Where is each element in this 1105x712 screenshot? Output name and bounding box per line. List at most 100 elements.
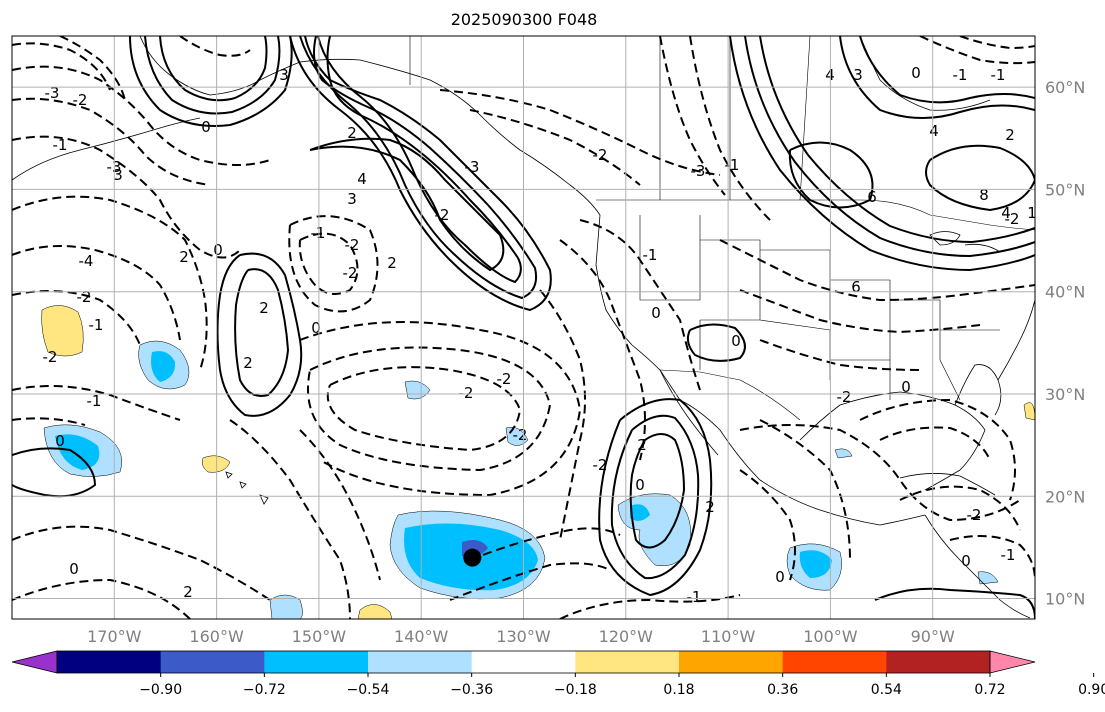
aleutians bbox=[12, 117, 201, 181]
storm-center-marker bbox=[463, 548, 482, 567]
bering-ridge-2 bbox=[144, 36, 281, 115]
subtropical-trough-1 bbox=[12, 385, 181, 421]
contour-label: -2 bbox=[459, 384, 474, 402]
fill-yellow-3 bbox=[357, 604, 393, 619]
east-coast bbox=[997, 299, 1035, 381]
fill-yellow-1 bbox=[41, 305, 84, 357]
east-pacific-cyclone-1 bbox=[598, 398, 713, 597]
contour-label: -2 bbox=[593, 146, 608, 164]
gulf-trough-2 bbox=[859, 398, 1016, 501]
lat-tick-label: 50°N bbox=[1045, 180, 1085, 199]
midlat-low-2 bbox=[288, 215, 379, 313]
contour-label: -1 bbox=[53, 136, 68, 154]
contour-label: 0 bbox=[911, 64, 921, 82]
lon-tick-label: 100°W bbox=[803, 627, 858, 646]
north-pacific-trough-3 bbox=[12, 135, 241, 259]
fill-lightblue-10 bbox=[977, 571, 999, 585]
arctic-trough-1 bbox=[919, 36, 1035, 65]
state-lines-central bbox=[830, 279, 1000, 401]
lon-tick-label: 170°W bbox=[87, 627, 142, 646]
fill-lightblue-9 bbox=[834, 448, 853, 459]
hawaii-3 bbox=[225, 471, 233, 479]
contour-label: -2 bbox=[73, 91, 88, 109]
west-coast-trough-2 bbox=[439, 89, 721, 176]
contour-label: -1 bbox=[311, 224, 326, 242]
contour-label: -1 bbox=[953, 66, 968, 84]
contour-label: 6 bbox=[851, 278, 861, 296]
contour-label: 4 bbox=[1001, 204, 1011, 222]
us-mexico-border bbox=[659, 369, 801, 421]
colorbar-tick-label: −0.72 bbox=[243, 682, 286, 698]
contour-label: 0 bbox=[635, 476, 645, 494]
lon-tick-label: 150°W bbox=[292, 627, 347, 646]
dashed-contours bbox=[12, 36, 1035, 619]
us-canada-border bbox=[596, 199, 1035, 231]
contour-label: -3 bbox=[465, 158, 480, 176]
mexico-trough-1 bbox=[739, 469, 796, 581]
east-canada-ridge-1 bbox=[729, 36, 1035, 272]
colorbar-extend-min bbox=[11, 650, 58, 674]
colorbar-segment bbox=[886, 651, 991, 673]
contour-label: 2 bbox=[1005, 126, 1015, 144]
labrador-ridge-2 bbox=[859, 36, 1035, 104]
north-pacific-trough-2 bbox=[12, 97, 211, 186]
contour-label: -1 bbox=[991, 66, 1006, 84]
mexico-high bbox=[874, 587, 1035, 619]
baja bbox=[659, 369, 719, 456]
contour-label: -2 bbox=[837, 388, 852, 406]
contour-label: 2 bbox=[705, 498, 715, 516]
contour-label: -3 bbox=[691, 162, 706, 180]
west-coast-trough-5 bbox=[539, 289, 586, 541]
us-west-coast bbox=[595, 214, 681, 401]
colorbar-segment bbox=[782, 651, 887, 673]
lat-tick-label: 30°N bbox=[1045, 385, 1085, 404]
west-coast-trough-3 bbox=[579, 219, 701, 391]
contour-label: 0 bbox=[731, 332, 741, 350]
subtropical-trough-4 bbox=[12, 578, 191, 619]
subtropical-low-1 bbox=[326, 366, 522, 452]
tropical-trough-2 bbox=[449, 562, 611, 601]
north-pacific-trough-4 bbox=[12, 195, 208, 371]
contour-label: -2 bbox=[1005, 210, 1020, 228]
interior-trough-5 bbox=[759, 339, 921, 371]
lat-tick-label: 40°N bbox=[1045, 283, 1085, 302]
lon-tick-label: 120°W bbox=[599, 627, 654, 646]
lat-tick-labels: 10°N 20°N 30°N 40°N 50°N 60°N bbox=[1045, 78, 1085, 608]
contour-label: 3 bbox=[113, 166, 123, 184]
lat-tick-label: 10°N bbox=[1045, 590, 1085, 609]
colorbar-segment bbox=[264, 651, 369, 673]
colorbar-tick-label: −0.90 bbox=[139, 682, 182, 698]
labrador-high bbox=[925, 144, 1035, 212]
colorbar-tick-label: 0.54 bbox=[871, 682, 902, 698]
central-pacific-trough-2 bbox=[299, 429, 381, 581]
subtropical-trough-2 bbox=[12, 417, 86, 426]
contour-label: 2 bbox=[347, 124, 357, 142]
contour-label: 2 bbox=[179, 248, 189, 266]
lon-tick-labels: 170°W 160°W 150°W 140°W 130°W 120°W 110°W 100°W… bbox=[87, 627, 955, 646]
contour-label: 0 bbox=[55, 432, 65, 450]
contour-label: 0 bbox=[961, 552, 971, 570]
subtropical-low-2 bbox=[307, 346, 552, 472]
west-coast-trough-1 bbox=[469, 109, 641, 186]
map-area[interactable]: -3 -2 -1 3 -4 -2 -1 -2 0 2 2 2 -2 -2 -1 0 -1 -2 -2 -2 0 -3 -2 2… bbox=[12, 36, 1041, 619]
fill-blue-1 bbox=[151, 351, 176, 382]
contour-label: 0 bbox=[213, 241, 223, 259]
cuba bbox=[899, 473, 996, 496]
colorbar-tick-label: 0.18 bbox=[663, 682, 694, 698]
colorbar-extend-max bbox=[989, 650, 1036, 674]
fill-yellow-2 bbox=[201, 455, 231, 473]
hawaii-2 bbox=[239, 481, 247, 489]
fill-lightblue-8 bbox=[269, 594, 303, 619]
map-title: 2025090300 F048 bbox=[450, 10, 598, 29]
lon-tick-label: 140°W bbox=[394, 627, 449, 646]
caribbean-trough-1 bbox=[899, 485, 1021, 531]
colorbar: −0.90 −0.72 −0.54 −0.36 −0.18 0.18 0.36 0.54 0.7… bbox=[11, 650, 1105, 698]
labrador-high-inner bbox=[788, 141, 874, 209]
subtropical-low-3 bbox=[299, 321, 582, 497]
west-coast-trough-4 bbox=[559, 239, 646, 461]
contour-label: 0 bbox=[901, 378, 911, 396]
contour-label: 6 bbox=[867, 188, 877, 206]
subtropical-trough-3 bbox=[12, 525, 271, 601]
fill-lightblue-3 bbox=[404, 380, 431, 400]
